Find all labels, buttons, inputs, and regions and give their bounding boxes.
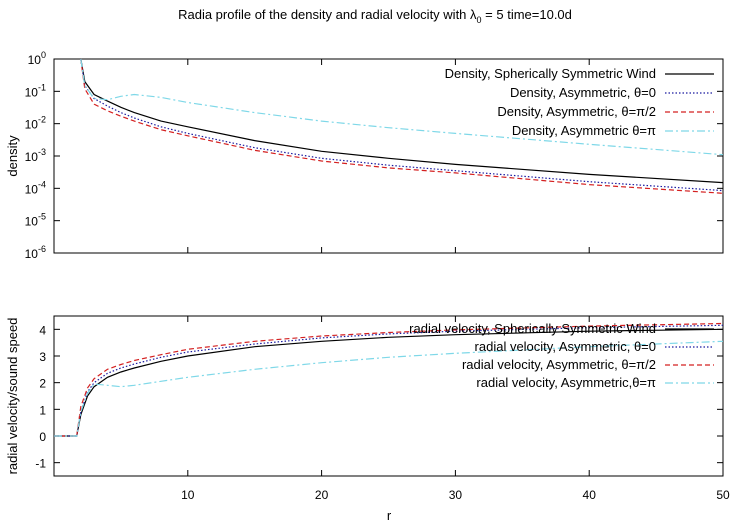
velocity-legend-label: radial velocity, Asymmetric, θ=0 [475, 339, 656, 354]
velocity-series-line-2 [54, 322, 724, 437]
velocity-y-axis-label: radial velocity/sound speed [5, 318, 20, 475]
velocity-y-tick-label: 3 [39, 350, 46, 364]
velocity-plot-frame [53, 315, 724, 477]
density-y-tick-label: 10-2 [25, 115, 46, 132]
velocity-y-tick-label: 2 [39, 377, 46, 391]
density-legend-label: Density, Asymmetric, θ=0 [510, 85, 656, 100]
density-legend: Density, Spherically Symmetric Wind Densi… [445, 66, 714, 138]
density-y-tick-label: 100 [28, 50, 46, 67]
velocity-y-tick-label: 0 [39, 430, 46, 444]
velocity-legend: radial velocity, Spherically Symmetric W… [409, 321, 714, 390]
x-tick-label: 50 [716, 488, 730, 502]
density-y-axis-label: density [5, 135, 20, 177]
density-series-line-3 [80, 58, 724, 156]
x-axis-label: r [387, 508, 392, 523]
density-series-line-2 [80, 58, 724, 194]
velocity-series-group [54, 322, 724, 437]
velocity-y-tick-label: 1 [39, 403, 46, 417]
x-tick-label: 40 [583, 488, 597, 502]
velocity-series-line-3 [54, 340, 724, 437]
density-series-line-1 [80, 58, 724, 192]
chart-title: Radia profile of the density and radial … [178, 7, 572, 25]
velocity-legend-label: radial velocity, Asymmetric, θ=π/2 [462, 357, 656, 372]
density-panel: density 100 10-1 10-2 10-3 10-4 10-5 10-6 Dens… [5, 50, 724, 261]
density-y-tick-label: 10-4 [25, 179, 46, 196]
density-y-ticks: 100 10-1 10-2 10-3 10-4 10-5 10-6 [25, 50, 724, 261]
density-y-tick-label: 10-6 [25, 244, 46, 261]
velocity-y-tick-label: -1 [35, 457, 46, 471]
velocity-legend-label: radial velocity, Spherically Symmetric W… [409, 321, 656, 336]
density-legend-label: Density, Asymmetric, θ=π/2 [497, 104, 656, 119]
x-tick-label: 30 [449, 488, 463, 502]
density-y-tick-label: 10-5 [25, 212, 46, 229]
density-y-tick-label: 10-1 [25, 82, 46, 99]
velocity-panel: radial velocity/sound speed r -1 0 1 2 3 4 10 2… [5, 315, 730, 523]
velocity-y-tick-label: 4 [39, 323, 46, 337]
density-legend-label: Density, Asymmetric θ=π [512, 123, 656, 138]
density-y-tick-label: 10-3 [25, 147, 46, 164]
x-tick-label: 20 [315, 488, 329, 502]
density-legend-label: Density, Spherically Symmetric Wind [445, 66, 656, 81]
velocity-ticks: -1 0 1 2 3 4 10 20 30 40 50 [35, 316, 730, 502]
density-series-line-0 [80, 58, 724, 184]
velocity-legend-label: radial velocity, Asymmetric,θ=π [476, 375, 656, 390]
x-tick-label: 10 [181, 488, 195, 502]
density-series-group [80, 58, 724, 194]
